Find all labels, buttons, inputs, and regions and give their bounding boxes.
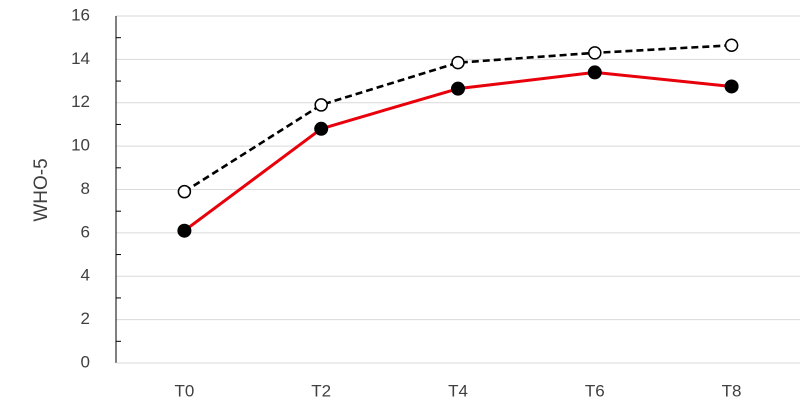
data-point [724,79,739,94]
y-axis-title: WHO-5 [31,158,52,221]
data-point [451,55,465,70]
x-tick-labels: T0 T2 T4 T6 T8 [174,381,741,400]
y-tick-label: 14 [71,49,90,68]
data-point [588,46,602,60]
x-tick-label: T2 [311,381,331,400]
data-point [451,81,465,96]
data-point [724,38,739,53]
series-1 [177,65,739,238]
data-point [314,98,328,112]
data-point [587,65,602,80]
x-tick-label: T8 [722,381,742,400]
y-tick-label: 4 [81,266,90,285]
series-0 [177,38,739,199]
axes [115,16,800,364]
x-tick-label: T4 [448,381,468,400]
data-point [177,223,192,238]
y-tick-label: 2 [81,309,90,328]
y-tick-label: 10 [71,136,90,155]
gridlines [116,15,800,321]
data-point [314,121,329,136]
series-line [183,70,732,232]
y-tick-label: 16 [71,5,90,24]
x-tick-label: T6 [585,381,605,400]
y-tick-label: 0 [81,352,90,371]
y-tick-label: 12 [71,92,90,111]
y-tick-label: 6 [81,222,90,241]
y-tick-labels: 0 2 4 6 8 10 12 14 16 [71,5,90,371]
data-point [177,184,192,199]
x-tick-label: T0 [174,381,194,400]
series-line [183,43,732,193]
data-series [177,38,739,238]
y-tick-label: 8 [81,179,90,198]
